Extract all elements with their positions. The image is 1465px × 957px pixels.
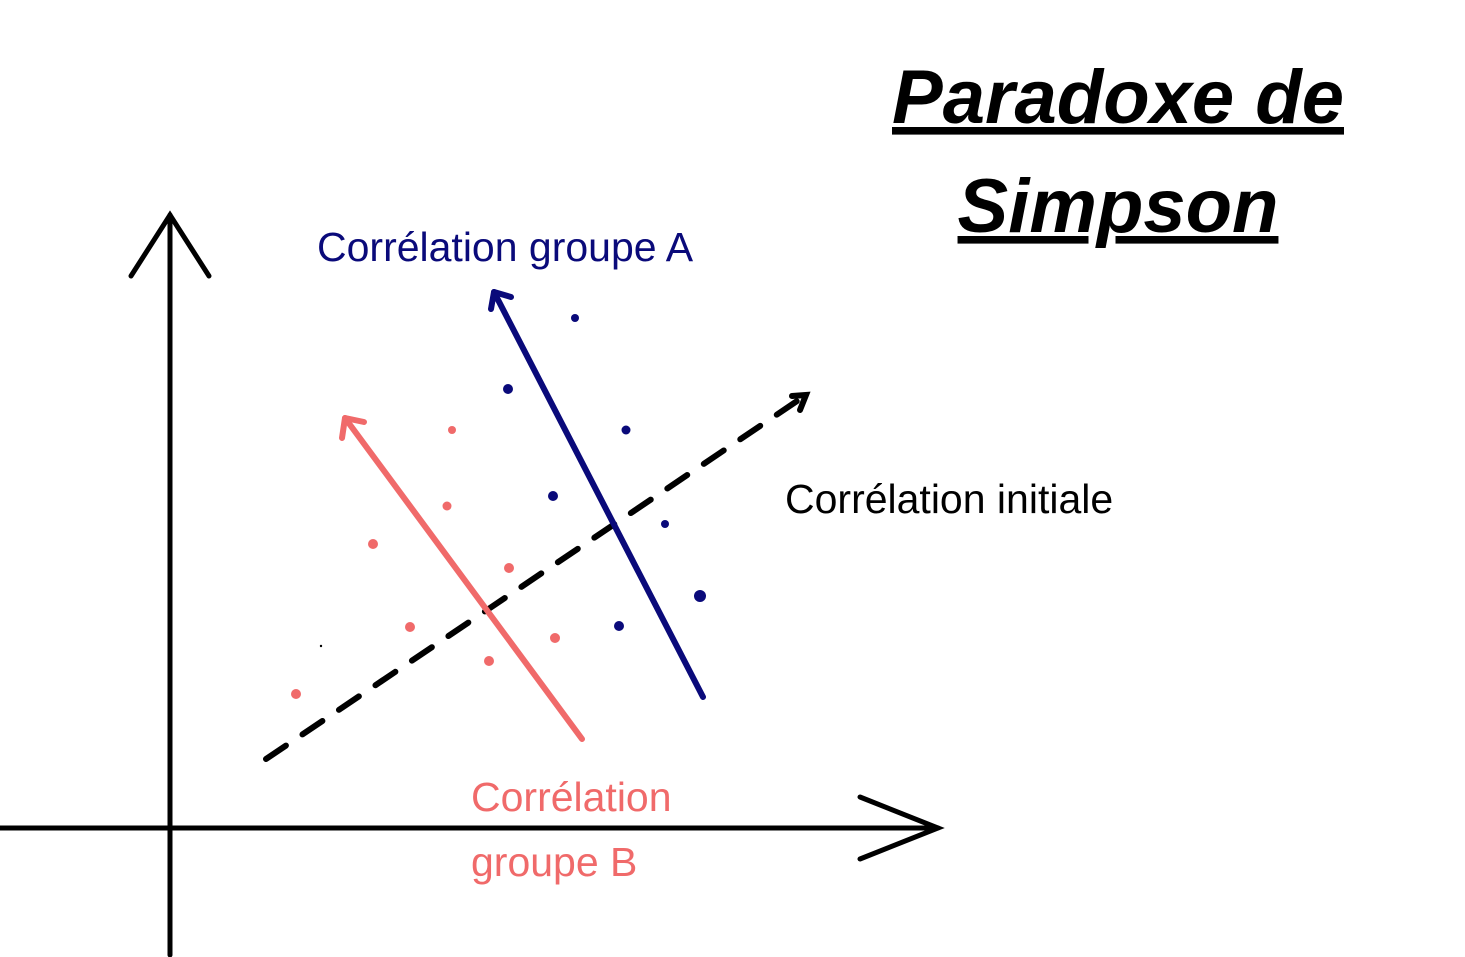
- group-a-point: [548, 491, 558, 501]
- group-a-point: [621, 425, 631, 435]
- axes: [0, 210, 945, 957]
- group-a-arrowhead: [488, 289, 514, 312]
- group-a-point: [614, 621, 624, 631]
- group-b-point: [442, 501, 452, 511]
- group-b-point: [484, 656, 494, 666]
- label-group-b-line-2: groupe B: [471, 839, 637, 885]
- group-b-points: [291, 426, 560, 699]
- group-b-point: [504, 563, 514, 573]
- group-b-point: [405, 622, 415, 632]
- group-a-point: [694, 590, 706, 602]
- group-a-point: [503, 384, 513, 394]
- group-b-point: [550, 633, 560, 643]
- group-b-point: [291, 689, 301, 699]
- group-b-arrowhead: [339, 415, 367, 441]
- x-axis-arrowhead: [857, 794, 945, 862]
- title-line-1: Paradoxe de: [892, 55, 1344, 140]
- group-a-correlation-arrow: [488, 289, 706, 700]
- title-line-2: Simpson: [958, 164, 1279, 249]
- group-b-point: [448, 426, 456, 434]
- label-group-b-line-1: Corrélation: [471, 774, 672, 820]
- stray-dot: [319, 644, 323, 648]
- label-initial: Corrélation initiale: [785, 476, 1113, 522]
- group-b-correlation-arrow: [339, 415, 585, 742]
- label-group-a: Corrélation groupe A: [317, 224, 694, 270]
- group-b-point: [368, 539, 378, 549]
- group-a-points: [503, 314, 706, 631]
- y-axis-arrowhead: [128, 210, 212, 279]
- initial-arrowhead: [789, 391, 811, 413]
- initial-correlation-arrow: [263, 391, 811, 762]
- group-a-point: [571, 314, 579, 322]
- group-a-point: [661, 520, 669, 528]
